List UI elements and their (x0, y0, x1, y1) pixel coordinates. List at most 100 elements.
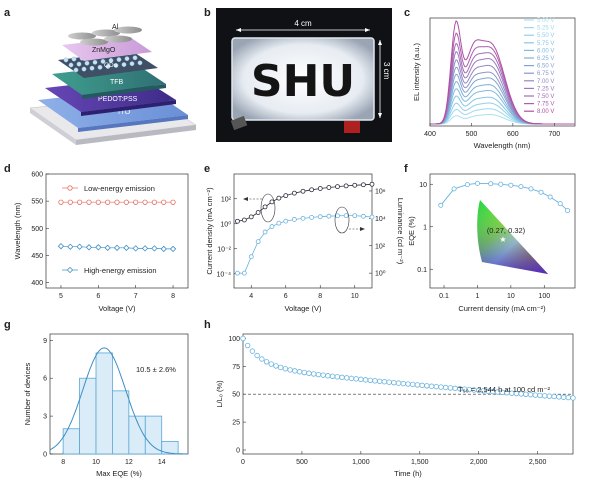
data-point (386, 379, 392, 385)
data-point (240, 335, 246, 342)
y-tick-label: 450 (31, 253, 43, 260)
x-ticks-c: 400 500 600 700 (424, 123, 560, 138)
data-point (301, 369, 307, 376)
y2-tick-label: 10⁶ (375, 188, 386, 195)
data-point (255, 210, 261, 215)
x-tick-label: 1 (475, 293, 479, 300)
data-point (67, 243, 74, 250)
y-axis-label-g: Number of devices (23, 362, 32, 425)
data-point (317, 186, 323, 191)
data-point (451, 186, 457, 192)
data-point (300, 215, 306, 221)
data-point (95, 244, 102, 251)
data-point (132, 245, 139, 252)
panel-e: e 4 6 8 10 10² 10⁰ 10⁻² 10⁻⁴ 10⁶ 10⁴ 10² 10⁰ Curren… (204, 163, 405, 313)
data-point (292, 368, 298, 374)
data-point (268, 361, 274, 367)
data-point (58, 199, 64, 205)
data-point (556, 394, 562, 400)
data-point (291, 190, 297, 196)
y-axis-label-c: EL intensity (a.u.) (412, 42, 421, 101)
data-point (273, 363, 279, 369)
panel-b: b SHU 4 cm 3 cm (204, 7, 392, 142)
histogram-bar (144, 415, 163, 455)
x-tick-label: 10 (351, 293, 359, 300)
quantum-dot (71, 56, 77, 62)
data-point (151, 199, 157, 205)
quantum-dot (92, 59, 98, 65)
quantum-dot (100, 59, 106, 64)
data-point (249, 348, 256, 354)
data-point (335, 184, 340, 190)
y-tick-label: 400 (31, 280, 43, 287)
data-point (317, 214, 323, 220)
spectrum-line (430, 19, 575, 125)
data-point (438, 202, 444, 208)
data-point (105, 199, 111, 205)
y2-axis-label-e: Luminance (cd m⁻²) (396, 198, 405, 265)
legend-low-energy: Low-energy emission (84, 184, 155, 193)
data-point (329, 373, 336, 379)
data-point (86, 199, 92, 205)
quantum-dot (97, 64, 103, 70)
data-point (104, 244, 111, 251)
panel-a: a ITO PEDOT:PSS TFB QDs ZnMgO Al (4, 7, 197, 145)
data-point (405, 381, 411, 387)
spectrum-line (430, 114, 575, 125)
data-point (169, 245, 177, 253)
data-point (381, 379, 388, 385)
legend-item-label: 7.75 V (537, 102, 554, 108)
x-axis-label-d: Voltage (V) (98, 304, 136, 313)
y-tick-label: 0 (43, 452, 47, 459)
data-point (352, 182, 358, 188)
y-tick-label: 500 (31, 226, 43, 233)
data-point (123, 244, 130, 251)
panel-label-h: h (204, 319, 211, 331)
panel-h: h 0 500 1,000 1,500 2,000 2,500 0 25 50 75 100 L/L… (204, 319, 576, 478)
data-point (570, 395, 576, 401)
quantum-dot (105, 64, 111, 69)
y-tick-label: 0 (236, 448, 240, 455)
y-axis-label-e: Current density (mA cm⁻²) (205, 187, 214, 275)
data-point (343, 213, 349, 219)
y-axis-label-f: EQE (%) (407, 216, 416, 246)
y-tick-label: 600 (31, 172, 43, 179)
plot-area-h: 0 500 1,000 1,500 2,000 2,500 0 25 50 75 100 (228, 335, 576, 466)
data-point (161, 199, 167, 205)
x-tick-label: 400 (424, 131, 436, 138)
data-point (343, 183, 349, 189)
data-point (391, 379, 397, 386)
data-point (557, 201, 563, 207)
data-point (488, 181, 494, 187)
data-point (546, 393, 553, 399)
data-point (151, 245, 158, 252)
data-point (248, 254, 254, 260)
y-tick-label: 10² (221, 196, 232, 203)
plot-area-e: 4 6 8 10 10² 10⁰ 10⁻² 10⁻⁴ 10⁶ 10⁴ 10² 10⁰ (217, 181, 386, 300)
x-tick-label: 8 (171, 293, 175, 300)
y2-tick-label: 10⁴ (375, 216, 386, 223)
y-tick-label: 0.1 (417, 267, 427, 274)
x-tick-label: 2,500 (529, 459, 547, 466)
legend-item-label: 5.50 V (537, 33, 554, 39)
x-axis-label-c: Wavelength (nm) (474, 141, 531, 150)
x-tick-label: 1,500 (411, 459, 429, 466)
data-point (269, 224, 275, 229)
histogram-bar (112, 390, 130, 455)
data-point (560, 394, 567, 400)
data-point (287, 367, 293, 373)
quantum-dot (68, 62, 74, 68)
panel-c: c 5.00 V 5.25 V5.50 V 5.75 V6.00 V 6.25 V 6.… (404, 7, 576, 150)
layer-label-qds: QDs (104, 62, 118, 69)
data-point (85, 244, 93, 251)
x-tick-label: 6 (284, 293, 288, 300)
y2-tick-label: 10² (375, 243, 386, 250)
data-point (113, 244, 121, 251)
legend-c: 5.00 V 5.25 V5.50 V 5.75 V6.00 V 6.25 V 6.50… (524, 18, 554, 115)
legend-item-label: 5.75 V (537, 41, 554, 47)
lifetime-annotation: T₅₀ = 2,544 h at 100 cd m⁻² (458, 385, 551, 394)
x-tick-label: 500 (296, 459, 308, 466)
data-point (95, 199, 101, 205)
plot-area-f: 0.1 1 10 100 10 1 0.1 (417, 180, 571, 300)
x-tick-label: 0.1 (439, 293, 449, 300)
